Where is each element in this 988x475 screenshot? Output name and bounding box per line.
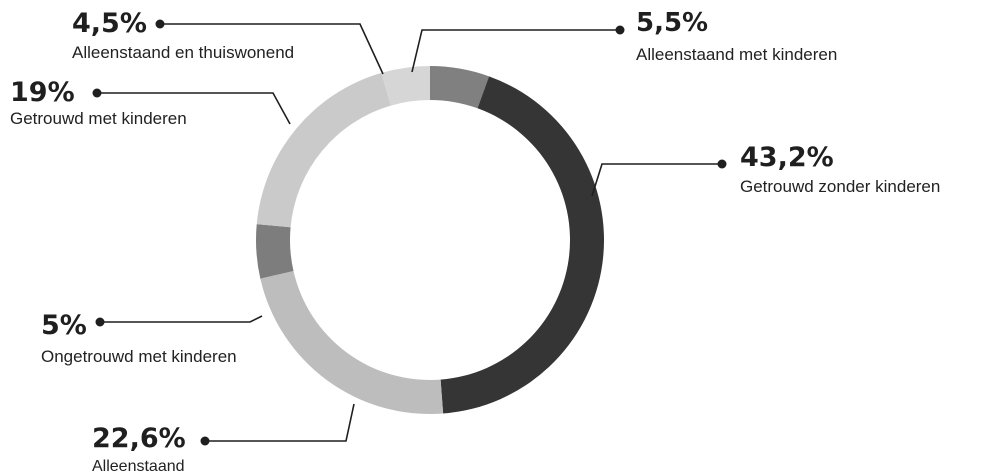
value-label-alleenstaand-met-kinderen: 5,5% (636, 8, 708, 38)
leader-dot-alleenstaand-en-thuiswonend (155, 19, 165, 29)
leader-line-getrouwd-zonder-kinderen (591, 163, 722, 197)
value-label-getrouwd-zonder-kinderen: 43,2% (740, 142, 834, 173)
leader-line-alleenstaand-met-kinderen (411, 29, 620, 73)
category-label-alleenstaand-en-thuiswonend: Alleenstaand en thuiswonend (72, 43, 294, 62)
slice-getrouwd-zonder-kinderen (440, 76, 605, 414)
donut-slices (255, 66, 605, 414)
category-label-getrouwd-met-kinderen: Getrouwd met kinderen (10, 109, 187, 128)
slice-ongetrouwd-met-kinderen (255, 224, 294, 279)
leader-lines (97, 23, 722, 442)
leader-line-alleenstaand-en-thuiswonend (160, 23, 384, 75)
leader-dot-alleenstaand-met-kinderen (615, 25, 625, 35)
leader-line-getrouwd-met-kinderen (97, 92, 291, 125)
leader-dot-getrouwd-met-kinderen (92, 88, 102, 98)
slice-getrouwd-met-kinderen (256, 72, 391, 228)
leader-dot-alleenstaand (200, 436, 210, 446)
leader-dots (92, 19, 727, 446)
category-label-ongetrouwd-met-kinderen: Ongetrouwd met kinderen (41, 347, 237, 366)
value-label-getrouwd-met-kinderen: 19% (10, 77, 75, 108)
value-label-ongetrouwd-met-kinderen: 5% (41, 310, 87, 341)
leader-dot-getrouwd-zonder-kinderen (717, 159, 727, 169)
slice-alleenstaand-en-thuiswonend (381, 66, 430, 106)
leader-line-ongetrouwd-met-kinderen (100, 315, 263, 323)
leader-line-alleenstaand (205, 403, 355, 442)
category-label-alleenstaand: Alleenstaand (92, 458, 185, 475)
leader-dot-ongetrouwd-met-kinderen (95, 317, 105, 327)
slice-alleenstaand-met-kinderen (430, 66, 490, 109)
value-label-alleenstaand: 22,6% (92, 423, 186, 454)
slice-alleenstaand (260, 271, 444, 414)
category-label-alleenstaand-met-kinderen: Alleenstaand met kinderen (636, 45, 837, 64)
category-label-getrouwd-zonder-kinderen: Getrouwd zonder kinderen (740, 177, 940, 196)
value-label-alleenstaand-en-thuiswonend: 4,5% (72, 8, 147, 39)
